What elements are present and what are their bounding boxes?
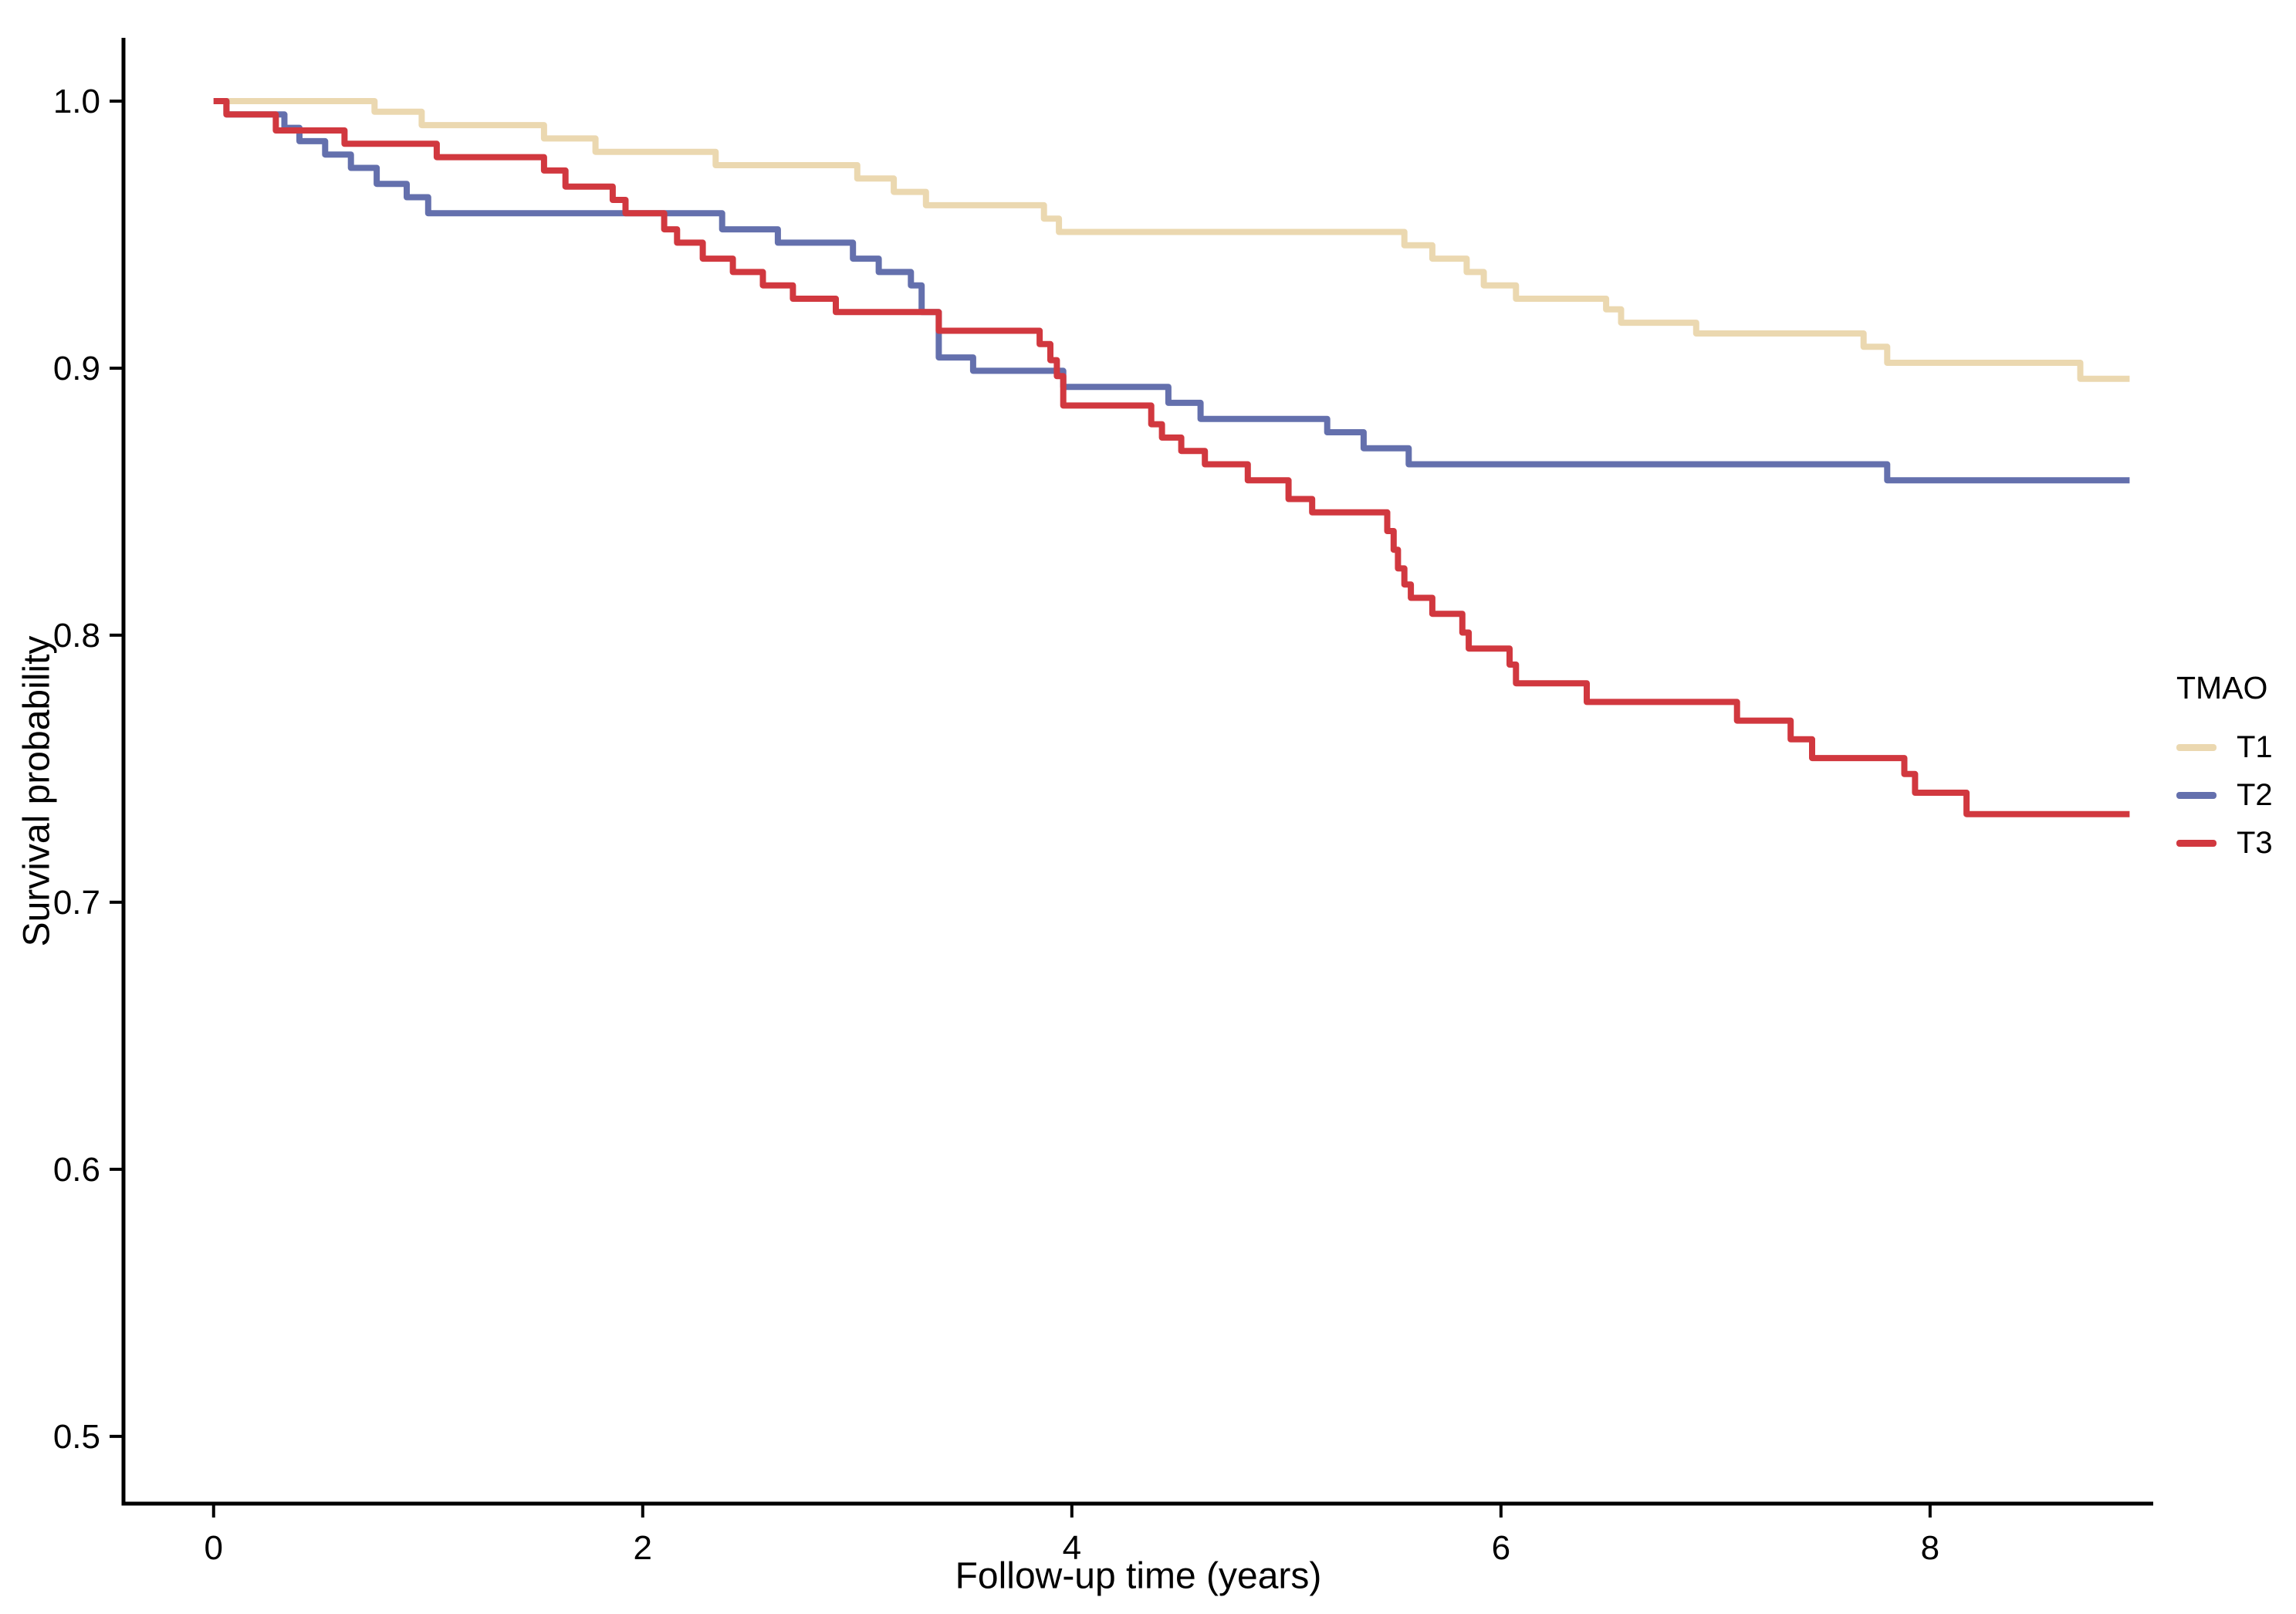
t2-line-swatch [2176,791,2217,799]
legend-item-t1: T1 [2176,723,2273,771]
x-tick-label: 8 [1921,1529,1939,1567]
legend-item-t3: T3 [2176,819,2273,867]
y-tick-label: 0.6 [53,1151,100,1189]
x-axis-title: Follow-up time (years) [955,1555,1322,1597]
y-axis-title: Survival probability [16,635,58,947]
legend-item-t2: T2 [2176,771,2273,819]
y-tick-label: 0.8 [53,617,100,655]
t3-survival-curve [213,98,2130,817]
x-tick-label: 6 [1492,1529,1510,1567]
t2-survival-curve [213,98,2130,484]
t1-survival-curve [213,98,2130,382]
t1-line-swatch [2176,743,2217,751]
y-tick-label: 0.9 [53,350,100,387]
x-tick-label: 0 [205,1529,223,1567]
x-tick-label: 4 [1063,1529,1081,1567]
legend-label-t1: T1 [2237,729,2273,764]
y-tick-label: 0.7 [53,884,100,922]
legend: TMAO T1 T2 T3 [2176,670,2273,867]
legend-label-t3: T3 [2237,825,2273,860]
x-tick-label: 2 [634,1529,652,1567]
t3-line-swatch [2176,839,2217,847]
legend-label-t2: T2 [2237,777,2273,812]
y-tick-label: 0.5 [53,1418,100,1456]
y-tick-label: 1.0 [53,83,100,120]
legend-title: TMAO [2176,670,2268,705]
